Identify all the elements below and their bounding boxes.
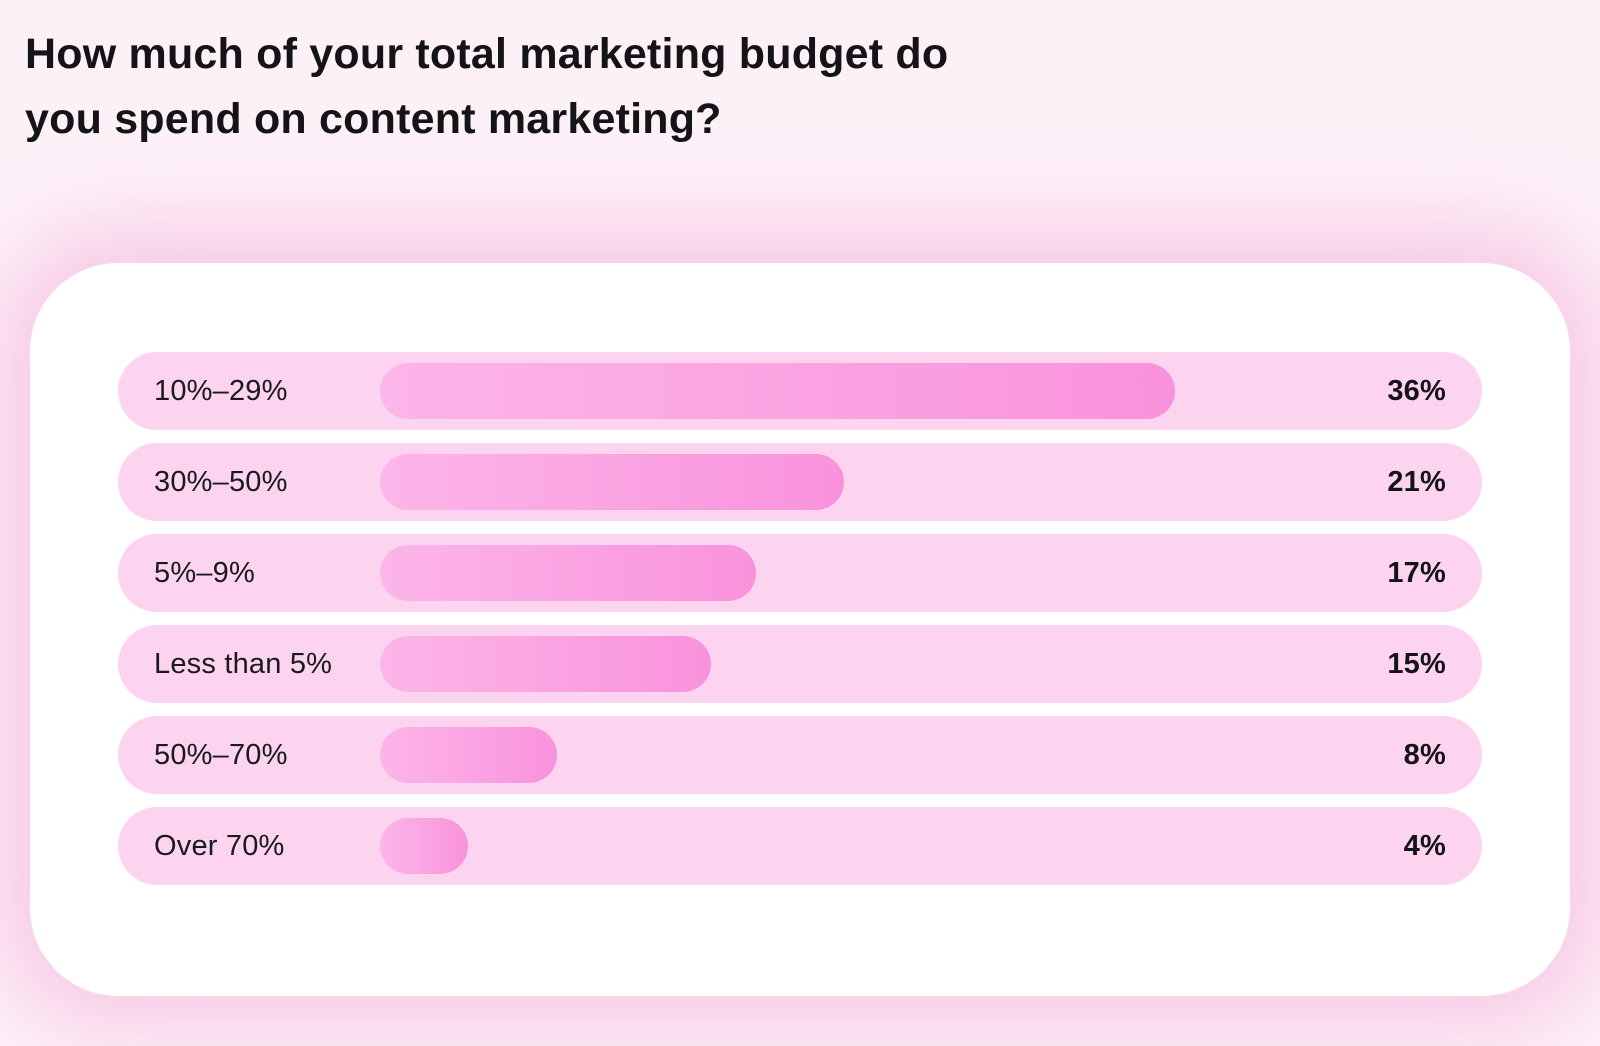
value-label: 8% [1403,738,1446,771]
bar-track [380,636,1352,692]
value-label: 21% [1387,465,1446,498]
category-label: 10%–29% [154,374,288,407]
value-label: 17% [1387,556,1446,589]
category-label: 30%–50% [154,465,288,498]
page-title: How much of your total marketing budget … [25,22,948,152]
bar-track [380,363,1352,419]
value-label: 36% [1387,374,1446,407]
page-title-line-1: How much of your total marketing budget … [25,30,949,78]
chart-row: 5%–9% 17% [118,534,1482,612]
chart-row: 30%–50% 21% [118,443,1482,521]
category-label: 5%–9% [154,556,255,589]
value-label: 15% [1387,647,1446,680]
bar-track [380,727,1352,783]
category-label: Less than 5% [154,647,333,680]
page-title-line-2: you spend on content marketing? [25,95,722,143]
chart-row: 50%–70% 8% [118,716,1482,794]
bar-fill [380,727,557,783]
bar-fill [380,454,844,510]
bar-fill [380,636,712,692]
value-label: 4% [1403,829,1446,862]
bar-fill [380,363,1176,419]
bar-track [380,818,1352,874]
category-label: 50%–70% [154,738,288,771]
bar-track [380,454,1352,510]
chart-row: 10%–29% 36% [118,352,1482,430]
chart-row: Over 70% 4% [118,807,1482,885]
bar-fill [380,818,469,874]
chart-card: 10%–29% 36% 30%–50% 21% 5%–9% 17% Less t… [30,263,1570,996]
category-label: Over 70% [154,829,285,862]
bar-chart: 10%–29% 36% 30%–50% 21% 5%–9% 17% Less t… [118,352,1482,885]
chart-row: Less than 5% 15% [118,625,1482,703]
bar-track [380,545,1352,601]
bar-fill [380,545,756,601]
